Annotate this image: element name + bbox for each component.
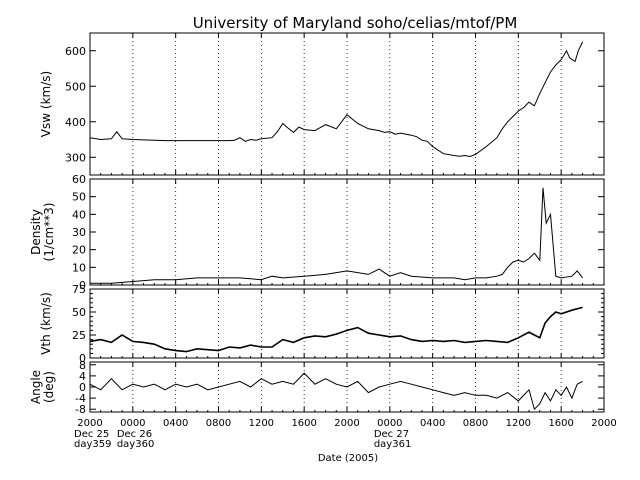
y-tick-label: 60: [72, 173, 86, 186]
x-tick-label: 2000: [591, 418, 616, 429]
x-tick-label: 2000: [334, 418, 359, 429]
y-axis-label: Vsw (km/s): [39, 71, 53, 137]
y-axis-label: Vth (km/s): [39, 292, 53, 355]
panel-frame: [89, 288, 605, 359]
panel-1: 300 400 500 600 Vsw (km/s): [39, 32, 605, 176]
x-tick-label: 2000: [77, 418, 102, 429]
y-tick-label: 50: [72, 191, 86, 204]
y-tick-label: 0: [79, 352, 86, 365]
y-tick-label: 600: [65, 45, 86, 58]
x-tick-label: 1600: [291, 418, 316, 429]
y-tick-label: 10: [72, 261, 86, 274]
y-tick-label: 400: [65, 116, 86, 129]
y-axis-label: (1/cm**3): [42, 203, 56, 262]
x-date-label: Dec 26: [117, 429, 152, 440]
x-day-label: day360: [117, 439, 154, 450]
x-tick-label: 0000: [120, 418, 145, 429]
y-tick-label: 25: [72, 329, 86, 342]
x-day-label: day359: [74, 439, 111, 450]
y-axis-label: Angle: [29, 370, 43, 404]
y-tick-label: 75: [72, 283, 86, 296]
x-tick-label: 0800: [206, 418, 231, 429]
y-tick-label: 300: [65, 151, 86, 164]
x-tick-label: 0400: [163, 418, 188, 429]
chart-title: University of Maryland soho/celias/mtof/…: [193, 14, 518, 32]
y-tick-label: 40: [72, 208, 86, 221]
x-day-label: day361: [374, 439, 411, 450]
panel-3: 0 25 50 75 Vth (km/s): [39, 283, 605, 365]
x-date-label: Dec 25: [74, 429, 109, 440]
x-tick-label: 1600: [548, 418, 573, 429]
y-tick-label: -8: [75, 403, 86, 416]
data-line-panel-2: [90, 187, 583, 284]
data-line-panel-3: [89, 306, 583, 353]
y-tick-label: 8: [79, 359, 86, 372]
x-tick-label: 0800: [463, 418, 488, 429]
y-tick-label: 0: [79, 279, 86, 292]
y-tick-label: 4: [79, 370, 86, 383]
y-tick-label: -4: [75, 392, 86, 405]
y-axis-label: Density: [29, 209, 43, 255]
y-tick-label: 30: [72, 226, 86, 239]
x-tick-label: 1200: [249, 418, 274, 429]
data-line-panel-4: [89, 372, 583, 411]
y-tick-label: 20: [72, 244, 86, 257]
y-axis-label: (deg): [42, 371, 56, 403]
x-date-label: Dec 27: [374, 429, 409, 440]
y-tick-label: 500: [65, 80, 86, 93]
y-tick-label: 50: [72, 306, 86, 319]
x-tick-label: 1200: [506, 418, 531, 429]
x-axis-title: Date (2005): [318, 453, 378, 464]
y-tick-label: 0: [79, 381, 86, 394]
x-tick-label: 0400: [420, 418, 445, 429]
x-tick-label: 0000: [377, 418, 402, 429]
data-line-panel-1: [89, 41, 584, 158]
panel-2: 0 10 20 30 40 50 60 Density (1/cm**3): [29, 173, 605, 292]
